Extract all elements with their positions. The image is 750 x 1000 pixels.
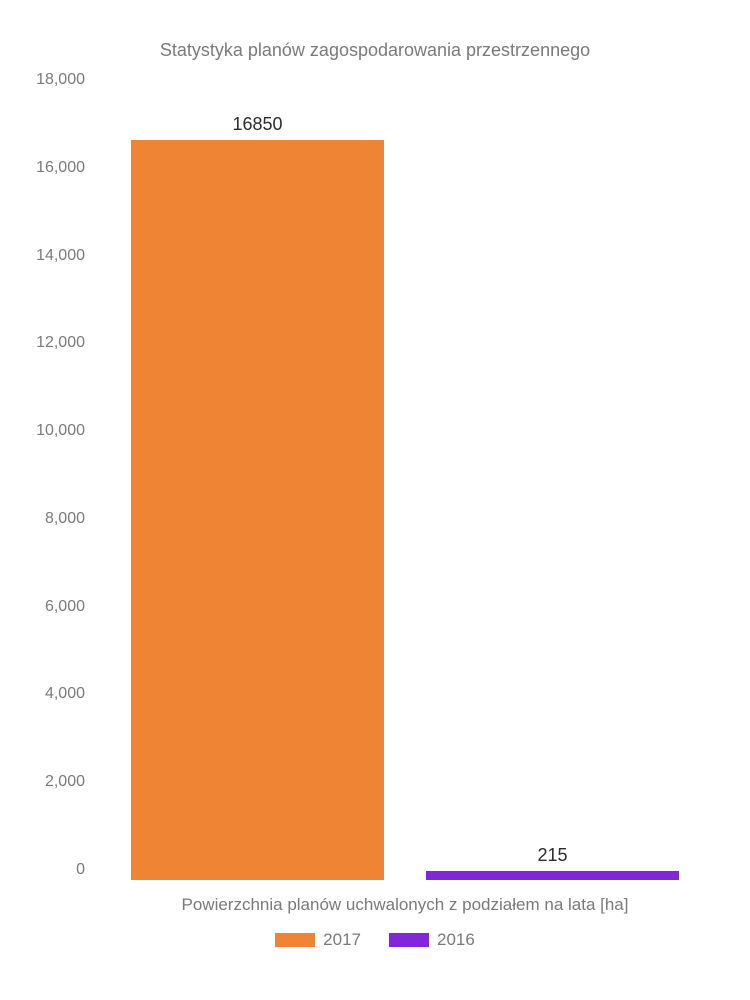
chart-title: Statystyka planów zagospodarowania przes… (0, 40, 750, 61)
legend-item-2016: 2016 (389, 930, 475, 950)
y-axis: 0 2,000 4,000 6,000 8,000 10,000 12,000 … (0, 90, 100, 880)
y-tick: 14,000 (0, 247, 85, 265)
legend-swatch (389, 933, 429, 947)
legend: 2017 2016 (0, 930, 750, 950)
y-tick: 6,000 (0, 598, 85, 616)
y-tick: 12,000 (0, 334, 85, 352)
y-tick: 2,000 (0, 773, 85, 791)
y-tick: 0 (0, 861, 85, 879)
legend-item-2017: 2017 (275, 930, 361, 950)
bar-2016: 215 (426, 871, 680, 880)
x-axis-label: Powierzchnia planów uchwalonych z podzia… (110, 895, 700, 915)
legend-swatch (275, 933, 315, 947)
y-tick: 10,000 (0, 422, 85, 440)
bar-2017: 16850 (131, 140, 385, 880)
legend-text: 2017 (323, 930, 361, 950)
legend-text: 2016 (437, 930, 475, 950)
y-tick: 4,000 (0, 685, 85, 703)
chart-container: Statystyka planów zagospodarowania przes… (0, 0, 750, 1000)
y-tick: 16,000 (0, 159, 85, 177)
y-tick: 8,000 (0, 510, 85, 528)
bar-value-label: 16850 (228, 114, 286, 135)
bar-value-label: 215 (533, 845, 571, 866)
plot-area: 16850 215 (110, 90, 700, 880)
y-tick: 18,000 (0, 71, 85, 89)
